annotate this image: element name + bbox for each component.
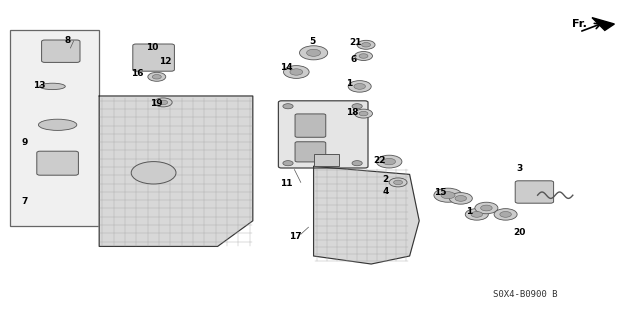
- Circle shape: [434, 188, 462, 202]
- Circle shape: [389, 178, 407, 187]
- Text: 10: 10: [146, 43, 159, 52]
- Text: 18: 18: [346, 108, 358, 117]
- FancyBboxPatch shape: [515, 181, 554, 203]
- FancyBboxPatch shape: [278, 101, 368, 168]
- FancyBboxPatch shape: [42, 40, 80, 62]
- Circle shape: [131, 162, 176, 184]
- Circle shape: [357, 40, 375, 49]
- Circle shape: [441, 192, 455, 199]
- Text: 4: 4: [382, 187, 388, 196]
- Circle shape: [152, 75, 161, 79]
- Text: 5: 5: [309, 37, 316, 46]
- Circle shape: [154, 98, 172, 107]
- Circle shape: [148, 72, 166, 81]
- Circle shape: [348, 81, 371, 92]
- Text: 17: 17: [289, 232, 302, 241]
- Circle shape: [290, 69, 303, 75]
- Text: 12: 12: [159, 57, 172, 66]
- Circle shape: [355, 52, 372, 60]
- Circle shape: [352, 104, 362, 109]
- Circle shape: [394, 180, 403, 185]
- Polygon shape: [314, 166, 419, 264]
- FancyBboxPatch shape: [133, 44, 174, 71]
- Circle shape: [481, 205, 492, 211]
- Circle shape: [354, 84, 365, 89]
- Text: 19: 19: [150, 99, 163, 108]
- Ellipse shape: [40, 83, 65, 90]
- Text: Fr.: Fr.: [572, 19, 586, 29]
- Text: 11: 11: [280, 179, 292, 188]
- FancyBboxPatch shape: [295, 114, 326, 137]
- Polygon shape: [592, 18, 614, 30]
- Polygon shape: [99, 96, 253, 246]
- Text: 6: 6: [351, 55, 357, 64]
- Circle shape: [376, 155, 402, 168]
- Text: 22: 22: [373, 156, 386, 164]
- Text: 13: 13: [33, 81, 46, 90]
- Text: 1: 1: [466, 207, 472, 216]
- Text: 1: 1: [346, 79, 353, 88]
- Circle shape: [359, 111, 368, 116]
- Text: 14: 14: [280, 63, 293, 72]
- Polygon shape: [314, 154, 339, 166]
- Circle shape: [355, 109, 372, 118]
- Text: 3: 3: [516, 164, 523, 173]
- Text: 8: 8: [64, 36, 70, 44]
- Circle shape: [284, 66, 309, 78]
- Text: 16: 16: [131, 69, 143, 78]
- Circle shape: [471, 212, 483, 217]
- Circle shape: [352, 161, 362, 166]
- Circle shape: [383, 158, 396, 165]
- Circle shape: [359, 54, 368, 58]
- Circle shape: [494, 209, 517, 220]
- FancyBboxPatch shape: [295, 142, 326, 162]
- Circle shape: [362, 43, 371, 47]
- Circle shape: [449, 193, 472, 204]
- Text: S0X4-B0900 B: S0X4-B0900 B: [493, 290, 557, 299]
- Circle shape: [475, 202, 498, 214]
- Circle shape: [307, 49, 321, 56]
- Circle shape: [283, 104, 293, 109]
- Circle shape: [455, 196, 467, 201]
- FancyBboxPatch shape: [37, 151, 79, 175]
- Circle shape: [283, 161, 293, 166]
- Circle shape: [300, 46, 328, 60]
- Text: 2: 2: [382, 175, 388, 184]
- Bar: [10, 30, 99, 226]
- Text: 21: 21: [349, 38, 362, 47]
- Text: 7: 7: [21, 197, 28, 206]
- Ellipse shape: [38, 119, 77, 131]
- Circle shape: [159, 100, 168, 105]
- Text: 9: 9: [21, 138, 28, 147]
- Text: 20: 20: [513, 228, 526, 237]
- Circle shape: [465, 209, 488, 220]
- Circle shape: [500, 212, 511, 217]
- Text: 15: 15: [434, 188, 447, 197]
